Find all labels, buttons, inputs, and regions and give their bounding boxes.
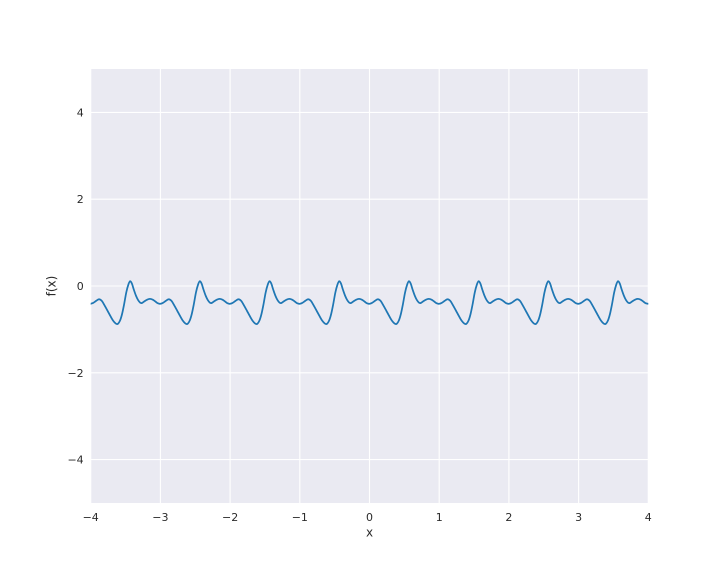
y-tick-label: 0: [77, 280, 84, 293]
y-tick-label: 4: [77, 106, 84, 119]
function-curve: [90, 280, 649, 325]
x-tick-label: −2: [222, 511, 238, 524]
x-tick-label: 4: [645, 511, 652, 524]
curve-layer: [90, 280, 649, 325]
x-tick-label: 1: [436, 511, 443, 524]
x-tick-label: 3: [575, 511, 582, 524]
y-axis-label: f(x): [45, 276, 59, 297]
x-tick-label: −1: [292, 511, 308, 524]
x-tick-label: 2: [505, 511, 512, 524]
x-tick-label: −3: [152, 511, 168, 524]
x-tick-labels: −4 −3 −2 −1 0 1 2 3 4: [83, 511, 652, 524]
grid-lines: [90, 69, 649, 503]
x-tick-label: −4: [83, 511, 99, 524]
y-tick-label: 2: [77, 193, 84, 206]
y-tick-label: −2: [67, 367, 83, 380]
y-tick-labels: −4 −2 0 2 4: [67, 106, 83, 466]
x-tick-label: 0: [366, 511, 373, 524]
y-tick-label: −4: [67, 454, 83, 467]
x-axis-label: x: [366, 526, 373, 540]
